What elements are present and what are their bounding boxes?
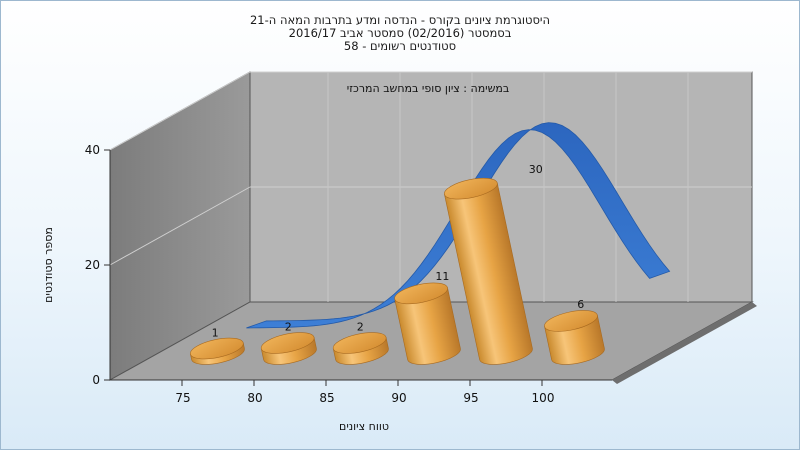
bar-data-label: 2 — [357, 321, 364, 334]
bar-data-label: 1 — [212, 326, 219, 339]
bar-body — [444, 182, 533, 365]
bar-data-label: 30 — [529, 163, 543, 176]
bar-data-label: 2 — [285, 321, 292, 334]
chart-title-line-3: סטודנטים רשומים - 58 — [343, 39, 457, 53]
chart-subtitle: במשימה : ציון סופי במחשב המרכזי — [347, 82, 510, 95]
floor-edge — [612, 302, 757, 384]
chart-title-line-1: היסטוגרמת ציונים בקורס - הנדסה ומדע בתרב… — [249, 13, 551, 27]
x-axis-label: טווח ציונים — [339, 420, 389, 433]
y-tick-label: 20 — [85, 258, 100, 272]
x-axis-ticks: 75 80 85 90 95 100 — [175, 380, 554, 405]
x-tick-label: 95 — [463, 391, 478, 405]
bar — [394, 282, 461, 365]
y-tick-label: 40 — [85, 143, 100, 157]
x-tick-label: 90 — [391, 391, 406, 405]
chart-title-line-2: בסמסטר (02/2016) סמסטר אביב 2016/17 — [288, 26, 512, 40]
bar-body — [394, 287, 461, 365]
bar — [444, 177, 533, 365]
bar-top — [190, 337, 244, 360]
bar-top — [332, 332, 387, 354]
x-tick-label: 85 — [319, 391, 334, 405]
x-tick-label: 75 — [175, 391, 190, 405]
bar-top — [260, 332, 315, 354]
bar-data-label: 11 — [435, 270, 449, 283]
bar-top — [444, 177, 498, 200]
bar-top — [544, 310, 598, 332]
grid-line — [109, 71, 251, 151]
grid-line — [109, 186, 251, 266]
bar — [190, 337, 245, 365]
bar — [332, 332, 389, 365]
x-tick-label: 100 — [532, 391, 555, 405]
bar-data-label: 6 — [577, 298, 584, 311]
bars-layer: 1 2 2 11 30 6 — [190, 163, 605, 365]
y-tick-label: 0 — [92, 373, 100, 387]
bar-top — [394, 282, 448, 305]
y-axis-label: מספר סטודנטים — [42, 227, 55, 303]
x-tick-label: 80 — [247, 391, 262, 405]
bar — [544, 310, 605, 365]
bar — [260, 332, 317, 365]
y-axis-ticks: 0 20 40 — [85, 143, 110, 387]
